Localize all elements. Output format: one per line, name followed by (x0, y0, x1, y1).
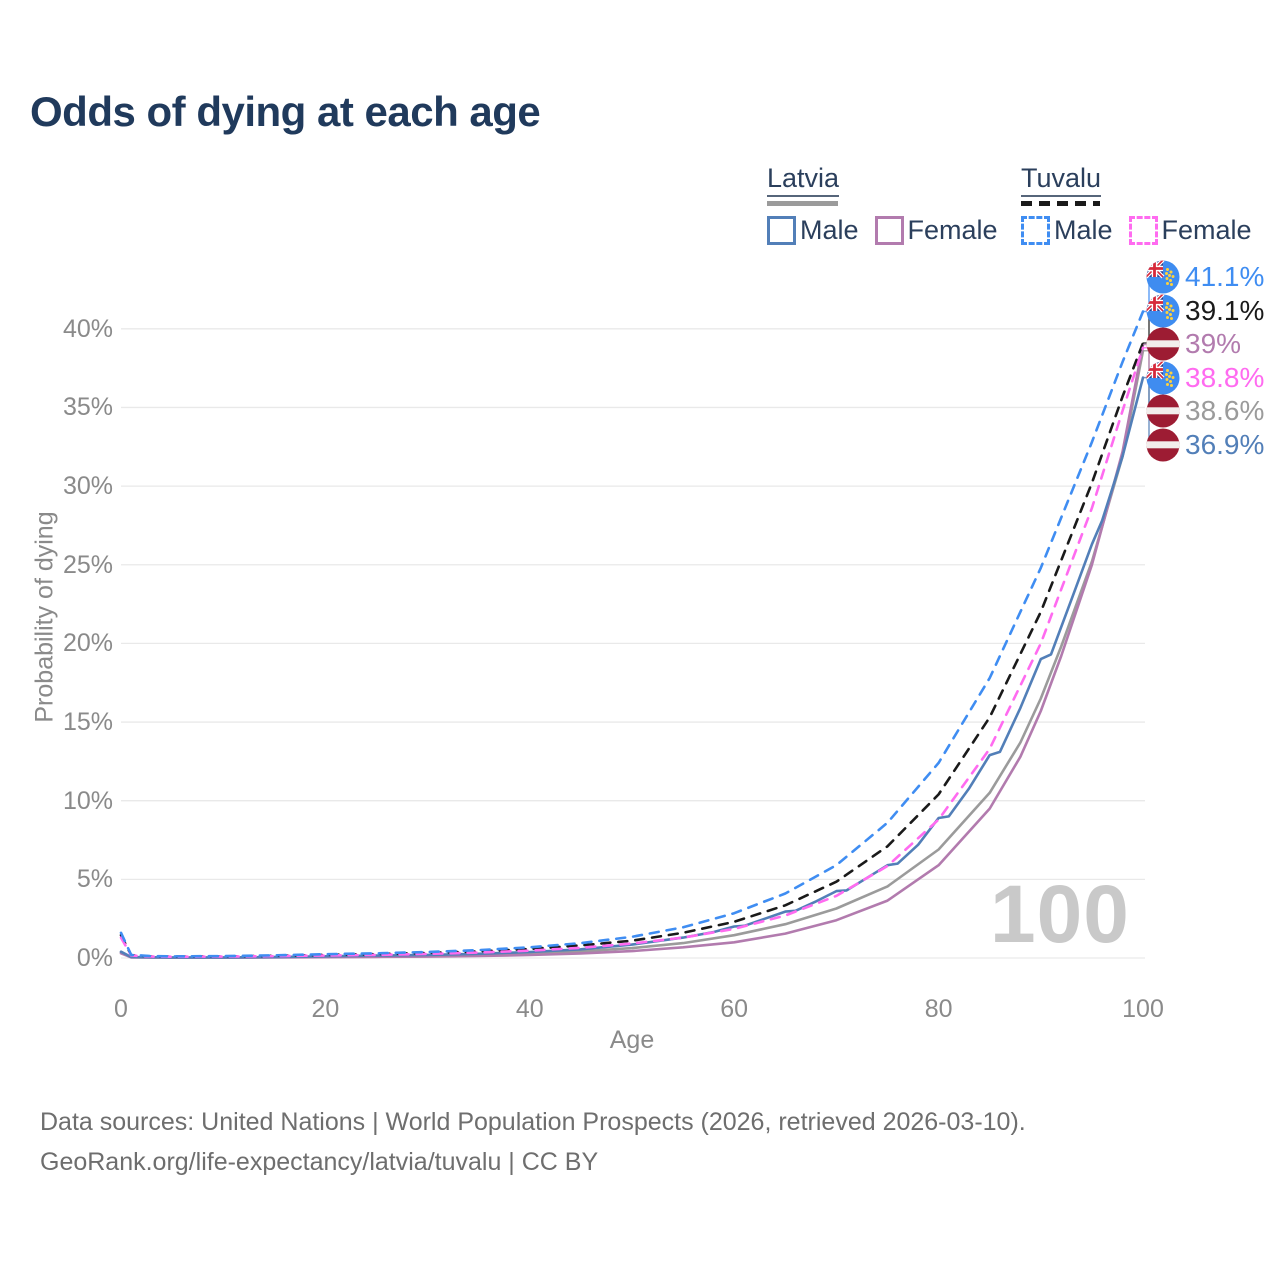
y-tick-label: 15% (62, 708, 113, 737)
footer-attribution: GeoRank.org/life-expectancy/latvia/tuval… (40, 1148, 599, 1176)
legend-item-label: Male (800, 215, 859, 245)
legend-group-line-dashed (1021, 201, 1100, 206)
y-axis-title: Probability of dying (30, 511, 59, 723)
series-line-tuvalu_female[interactable] (119, 346, 1145, 958)
series-line-latvia_female[interactable] (119, 343, 1145, 959)
latvia-flag-icon (1146, 327, 1180, 361)
series-line-latvia_both[interactable] (119, 349, 1145, 959)
y-tick-label: 10% (62, 786, 113, 815)
y-tick-label: 35% (62, 393, 113, 422)
tuvalu-flag-icon (1146, 294, 1180, 328)
legend-item-label: Female (1161, 215, 1252, 245)
end-label-tuvalu_male[interactable]: 41.1% (1146, 260, 1264, 294)
end-label-tuvalu_female[interactable]: 38.8% (1146, 361, 1264, 395)
x-tick-label: 60 (720, 995, 749, 1023)
end-label-latvia_male[interactable]: 36.9% (1146, 428, 1264, 462)
legend-swatch-icon (874, 216, 904, 245)
y-tick-label: 0% (76, 944, 113, 972)
legend-group-label[interactable]: Latvia (767, 163, 840, 197)
end-label-latvia_both[interactable]: 38.6% (1146, 394, 1264, 428)
chart-title: Odds of dying at each age (30, 88, 541, 135)
series-line-tuvalu_both[interactable] (119, 341, 1145, 958)
latvia-flag-icon (1146, 394, 1180, 428)
y-tick-label: 25% (62, 550, 113, 579)
tuvalu-flag-icon (1146, 361, 1180, 395)
legend-item-label: Male (1054, 215, 1113, 245)
end-label-value: 36.9% (1185, 429, 1265, 460)
legend-item-label: Female (907, 215, 998, 245)
end-label-value: 41.1% (1185, 261, 1265, 292)
tuvalu-flag-icon (1146, 260, 1180, 294)
end-label-value: 38.6% (1185, 395, 1265, 427)
end-label-latvia_female[interactable]: 39% (1146, 327, 1241, 361)
legend-item-latvia-male[interactable]: Male (767, 215, 859, 246)
legend-swatch-icon (1021, 216, 1050, 245)
end-label-tuvalu_both[interactable]: 39.1% (1146, 294, 1264, 328)
end-label-value: 38.8% (1185, 361, 1265, 393)
legend-group-line-solid (767, 201, 838, 206)
x-tick-label: 0 (114, 995, 128, 1023)
series-line-tuvalu_male[interactable] (119, 310, 1145, 958)
x-tick-label: 20 (311, 995, 340, 1023)
legend-item-latvia-female[interactable]: Female (874, 215, 998, 246)
end-label-value: 39% (1185, 328, 1242, 360)
legend-group-latvia[interactable]: Latvia Male Female (767, 163, 998, 246)
end-label-value: 39.1% (1185, 294, 1265, 326)
latvia-flag-icon (1146, 428, 1180, 462)
legend-group-label[interactable]: Tuvalu (1021, 163, 1102, 197)
y-tick-label: 40% (62, 314, 113, 343)
x-axis-title: Age (609, 1026, 655, 1054)
legend-swatch-icon (1128, 216, 1158, 245)
y-tick-label: 30% (62, 472, 113, 501)
x-tick-label: 40 (515, 995, 544, 1023)
y-tick-label: 5% (76, 865, 113, 894)
x-tick-label: 100 (1122, 995, 1164, 1023)
legend-swatch-icon (767, 216, 796, 245)
x-tick-label: 80 (924, 995, 953, 1023)
legend-group-tuvalu[interactable]: Tuvalu Male Female (1021, 163, 1252, 246)
legend-item-tuvalu-female[interactable]: Female (1128, 215, 1252, 246)
series-line-latvia_male[interactable] (119, 376, 1145, 959)
y-tick-label: 20% (62, 629, 113, 658)
footer-sources: Data sources: United Nations | World Pop… (40, 1108, 1026, 1136)
legend-item-tuvalu-male[interactable]: Male (1021, 215, 1113, 246)
hover-age-indicator: 100 (990, 869, 1130, 960)
